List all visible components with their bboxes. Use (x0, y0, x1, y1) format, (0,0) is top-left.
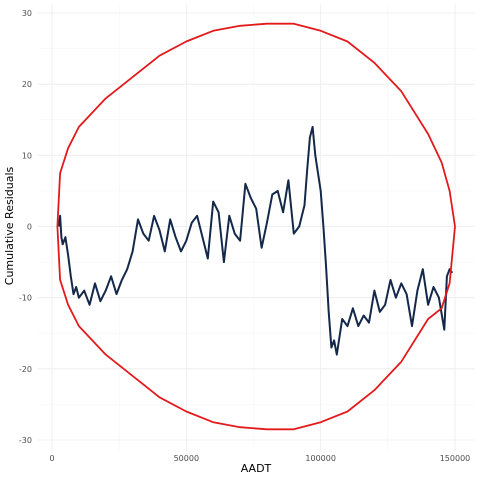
y-tick-label: 20 (22, 80, 32, 89)
y-tick-label: -20 (19, 365, 32, 374)
y-tick-label: -10 (19, 294, 32, 303)
x-tick-label: 50000 (174, 454, 199, 463)
x-tick-label: 0 (49, 454, 54, 463)
y-axis-title: Cumulative Residuals (3, 167, 16, 286)
x-tick-label: 150000 (440, 454, 471, 463)
x-tick-label: 100000 (305, 454, 336, 463)
series-line-lower-bound (57, 227, 455, 430)
y-tick-label: -30 (19, 436, 32, 445)
x-axis-title: AADT (241, 462, 272, 475)
grid (38, 4, 475, 451)
y-tick-label: 30 (22, 9, 32, 18)
y-tick-label: 10 (22, 151, 32, 160)
series-line-upper-bound (57, 24, 455, 227)
series-line-residuals (59, 127, 453, 355)
y-tick-label: 0 (27, 223, 32, 232)
y-axis-ticks: -30 -20 -10 0 10 20 30 (19, 9, 32, 445)
